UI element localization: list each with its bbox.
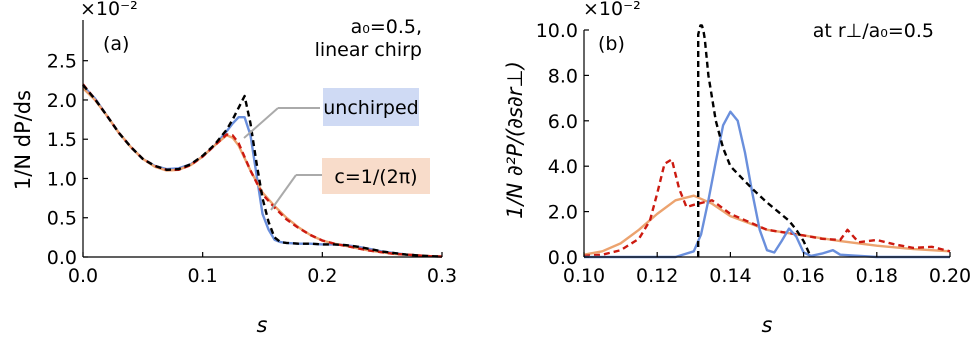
- panel-a-y-label: 1/N dP/ds: [11, 90, 35, 190]
- panel-b-ytick-label: 8.0: [548, 65, 578, 87]
- panel-a-xtick-label: 0.3: [427, 265, 457, 287]
- legend-label-chirped: c=1/(2π): [334, 166, 417, 188]
- legend-box-unchirped: [323, 88, 419, 126]
- panel-a-ticks: 0.0 0.1 0.2 0.3 0.0 0.5 1.0 1.5 2.0 2.5: [47, 51, 457, 287]
- panel-b-y-label: 1/N ∂²P/(∂s∂r⊥): [503, 61, 527, 219]
- panel-b-xtick-label: 0.20: [929, 265, 971, 287]
- panel-a-annotation-line-1: a₀=0.5,: [351, 16, 422, 38]
- panel-a-pointer-unchirped: [243, 107, 279, 139]
- panel-b-xtick-label: 0.12: [636, 265, 678, 287]
- panel-a-ytick-label: 2.0: [47, 90, 77, 112]
- panel-a-x-label: s: [257, 313, 268, 337]
- panel-b-series-blue: [584, 110, 950, 259]
- panel-a-series: [82, 83, 443, 258]
- panel-b-xtick-label: 0.16: [782, 265, 824, 287]
- panel-b-ytick-label: 4.0: [548, 156, 578, 178]
- panel-b-ticks: 0.10 0.12 0.14 0.16 0.18 0.20 0.0 2.0 4.0 6.0 8.0 1…: [536, 20, 971, 287]
- panel-b-series-orange: [583, 194, 951, 256]
- panel-a-xtick-label: 0.0: [68, 265, 98, 287]
- panel-b-label: (b): [598, 33, 625, 55]
- legend-box-chirped: [322, 158, 430, 194]
- panel-b-series-red: [583, 158, 951, 258]
- panel-a-ytick-label: 0.0: [47, 247, 77, 269]
- panel-a-label: (a): [103, 33, 129, 55]
- panel-b: 0.10 0.12 0.14 0.16 0.18 0.20 0.0 2.0 4.0 6.0 8.0 1…: [503, 0, 971, 337]
- panel-b-series: [583, 24, 951, 259]
- panel-b-xtick-label: 0.10: [563, 265, 605, 287]
- panel-a-xtick-label: 0.1: [188, 265, 218, 287]
- panel-b-ytick-label: 0.0: [548, 247, 578, 269]
- panel-a-ytick-label: 2.5: [47, 51, 77, 73]
- panel-a-series-black: [82, 84, 443, 258]
- panel-b-series-black: [697, 24, 812, 258]
- panel-a-ytick-label: 0.5: [47, 208, 77, 230]
- panel-b-ytick-label: 2.0: [548, 202, 578, 224]
- panel-a-scale-label: ×10⁻²: [80, 0, 138, 20]
- panel-b-xtick-label: 0.18: [856, 265, 898, 287]
- panel-a-pointer-chirped: [270, 174, 297, 211]
- panel-a-series-red: [82, 83, 443, 258]
- panel-a-annotation-line-2: linear chirp: [315, 39, 422, 61]
- panel-b-annotation: at r⊥/a₀=0.5: [813, 20, 934, 42]
- panel-a-xtick-label: 0.2: [307, 265, 337, 287]
- panel-a-ytick-label: 1.0: [47, 168, 77, 190]
- panel-b-ytick-label: 10.0: [536, 20, 578, 42]
- legend-label-unchirped: unchirped: [323, 97, 418, 119]
- panel-b-xtick-label: 0.14: [709, 265, 751, 287]
- panel-a-ytick-label: 1.5: [47, 129, 77, 151]
- panel-b-x-label: s: [762, 313, 773, 337]
- panel-b-ytick-label: 6.0: [548, 111, 578, 133]
- panel-b-scale-label: ×10⁻²: [583, 0, 641, 20]
- panel-a: 0.0 0.1 0.2 0.3 0.0 0.5 1.0 1.5 2.0 2.5 ×10⁻² (a)…: [11, 0, 457, 337]
